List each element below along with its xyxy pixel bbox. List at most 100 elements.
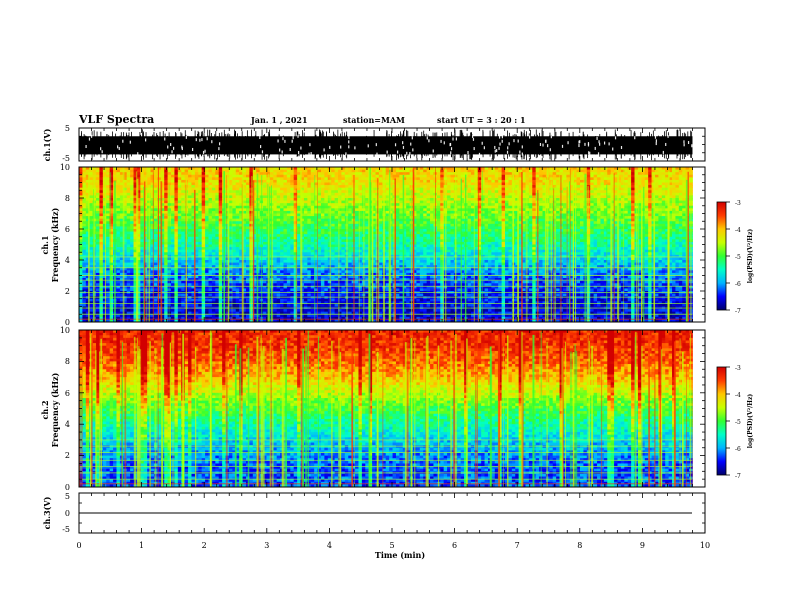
ch1-spectrogram-cell — [201, 309, 206, 313]
ch1-spectrogram-cell — [208, 314, 213, 318]
ch1-spectrogram-cell — [82, 288, 87, 292]
ch1-spectrogram-cell — [79, 311, 83, 315]
ch1-spectrogram-cell — [303, 303, 308, 307]
ch1-spectrogram-cell — [85, 185, 90, 189]
ch1-spectrogram-cell — [273, 174, 278, 178]
ch1-spectrogram-cell — [102, 249, 107, 253]
ch1-spectrogram-cell — [188, 190, 192, 194]
ch1-spectrogram-cell — [297, 182, 301, 186]
ch1-waveform-gap — [309, 143, 311, 147]
ch1-spectrogram-cell — [157, 285, 162, 289]
ch1-spectrogram-cell — [82, 192, 87, 196]
ch1-waveform-gap — [259, 136, 261, 140]
ch1-spectrogram-cell — [171, 190, 175, 194]
ch1-spectrogram-cell — [283, 314, 288, 318]
ch1-spectrogram-cell — [300, 254, 305, 258]
ch1-spectrogram-cell — [246, 177, 250, 181]
ch1-waveform-gap — [667, 134, 669, 138]
ch1-spectrogram-cell — [283, 216, 288, 220]
ch1-spectrogram-cell — [232, 296, 237, 300]
ch1-spectrogram-cell — [181, 283, 186, 287]
ch1-spectrogram-cell — [140, 234, 145, 238]
ch1-spectrogram-cell — [235, 208, 240, 212]
ch1-spectrogram-cell — [263, 231, 267, 235]
ch1-spectrogram-cell — [293, 192, 298, 196]
ch1-spectrogram-cell — [273, 198, 278, 201]
ch1-spectrogram-cell — [208, 236, 213, 240]
ch1-spectrogram-cell — [290, 187, 295, 191]
ch1-spectrogram-cell — [280, 241, 284, 245]
ch1-spectrogram-cell — [191, 169, 196, 173]
ch1-spectrogram-cell — [232, 249, 237, 253]
ch1-spectrogram-cell — [310, 182, 315, 186]
ch1-waveform-gap — [654, 135, 657, 139]
ch1-spectrogram-cell — [307, 174, 312, 178]
ch1-spectrogram-cell — [194, 296, 199, 300]
ch1-spectrogram-cell — [102, 311, 107, 315]
ch1-spectrogram-cell — [320, 262, 325, 266]
ch1-spectrogram-cell — [327, 241, 332, 245]
ch1-spectrogram-cell — [205, 257, 209, 261]
ch1-spectrogram-cell — [314, 208, 318, 212]
ch1-spectrogram-cell — [225, 247, 230, 251]
ch1-spectrogram-cell — [320, 314, 325, 318]
ch1-spectrogram-cell — [225, 192, 230, 196]
ch1-spectrogram-cell — [290, 216, 295, 220]
ch1-spectrogram-cell — [116, 244, 121, 248]
ch1-spectrogram-cell — [194, 169, 199, 173]
ch1-spectrogram-cell — [222, 169, 226, 173]
ch1-spectrogram-cell — [215, 309, 220, 313]
ch1-spectrogram-cell — [252, 179, 257, 183]
ch1-spectrogram-cell — [133, 298, 138, 302]
ch1-spectrogram-cell — [225, 187, 230, 191]
ch1-spectrogram-cell — [232, 229, 237, 232]
ch1-spectrogram-cell — [242, 210, 247, 214]
ch1-spectrogram-cell — [147, 182, 151, 186]
ch1-spectrogram-cell — [82, 314, 87, 318]
ch1-spectrogram-cell — [109, 319, 114, 323]
ch1-spectrogram-cell — [215, 234, 220, 238]
ch1-spectrogram-cell — [140, 241, 145, 245]
ch1-spectrogram-cell — [150, 218, 155, 222]
ch1-spectrogram-cell — [331, 213, 336, 217]
ch1-spectrogram-cell — [160, 254, 165, 258]
ch1-spectrogram-cell — [160, 280, 165, 284]
ch1-spectrogram-cell — [235, 239, 240, 243]
ch1-spectrogram-cell — [263, 226, 267, 230]
ch1-spectrogram-cell — [252, 177, 257, 181]
ch1-spectrogram-cell — [123, 210, 128, 214]
ch1-spectrogram-cell — [252, 319, 257, 323]
ch1-spectrogram-cell — [263, 179, 267, 183]
ch1-spectrogram-cell — [300, 316, 305, 320]
ch1-spectrogram-cell — [160, 231, 165, 235]
ch1-spectrogram-cell — [307, 280, 312, 284]
ch1-spectrogram-cell — [286, 223, 291, 227]
ch1-spectrogram-cell — [297, 280, 301, 284]
ch1-spectrogram-cell — [235, 182, 240, 186]
ch1-spectrogram-cell — [201, 262, 206, 266]
ch1-spectrogram-cell — [133, 218, 138, 222]
ch1-spectrogram-cell — [211, 288, 216, 292]
ch1-spectrogram-cell — [143, 280, 148, 284]
ch1-spectrogram-cell — [211, 296, 216, 300]
ch1-spectrogram-cell — [252, 182, 257, 186]
ch1-spectrogram-cell — [297, 185, 301, 189]
ch1-spectrogram-cell — [85, 272, 90, 276]
ch1-spectrogram-cell — [286, 169, 291, 173]
ch1-spectrogram-cell — [126, 316, 131, 320]
ch1-spectrogram-cell — [188, 309, 192, 313]
ch1-spectrogram-cell — [300, 239, 305, 243]
ch1-spectrogram-cell — [82, 309, 87, 313]
ch1-spectrogram-cell — [157, 172, 162, 176]
ch1-spectrogram-cell — [303, 213, 308, 217]
ch1-spectrogram-cell — [194, 262, 199, 266]
ch1-spectrogram-cell — [228, 270, 233, 274]
ch1-spectrogram-cell — [314, 293, 318, 297]
ch1-spectrogram-cell — [181, 226, 186, 230]
ch1-spectrogram-cell — [89, 280, 94, 284]
ch1-spectrogram-cell — [331, 169, 336, 173]
ch1-spectrogram-cell — [123, 285, 128, 289]
ch1-spectrogram-cell — [181, 177, 186, 181]
ch1-spectrogram-cell — [215, 226, 220, 230]
ch1-spectrogram-cell — [157, 216, 162, 220]
